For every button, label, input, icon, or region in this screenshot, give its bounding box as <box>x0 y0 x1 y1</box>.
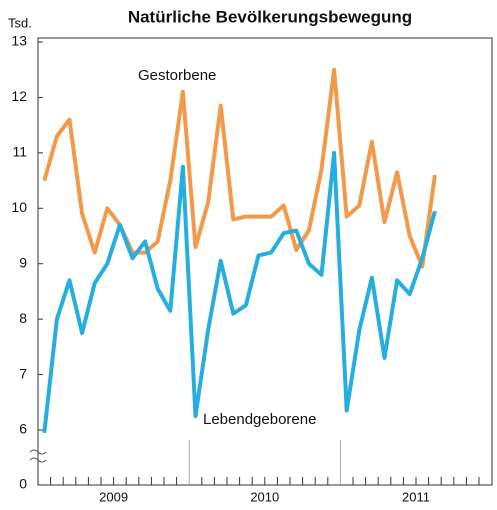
series-label: Lebendgeborene <box>203 411 316 428</box>
series-line <box>42 67 437 269</box>
axis-break <box>29 457 47 463</box>
chart-title: Natürliche Bevölkerungsbewegung <box>128 7 412 26</box>
y-tick-label: 12 <box>11 88 27 104</box>
y-tick-label: 11 <box>12 144 27 160</box>
y-tick-label: 10 <box>11 199 27 215</box>
label-background <box>200 408 344 430</box>
series-label: Gestorbene <box>138 67 216 84</box>
y-tick-label: 7 <box>19 365 27 381</box>
y-tick-label: 9 <box>19 254 27 270</box>
y-axis-label: Tsd. <box>8 15 32 30</box>
y-tick-label: 13 <box>11 33 27 49</box>
y-tick-label: 8 <box>19 310 27 326</box>
series-line <box>42 150 437 434</box>
x-tick-label: 2009 <box>99 489 128 504</box>
axis-break <box>29 449 47 455</box>
y-tick-label: 0 <box>19 476 27 492</box>
y-tick-label: 6 <box>19 421 27 437</box>
x-tick-label: 2011 <box>402 489 430 504</box>
x-tick-label: 2010 <box>250 489 279 504</box>
